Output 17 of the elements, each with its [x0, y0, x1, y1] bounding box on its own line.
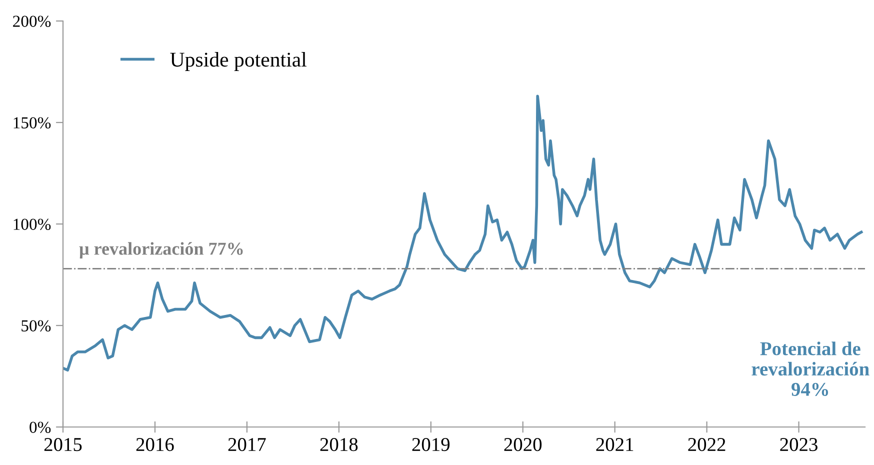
y-tick-label: 150%: [14, 117, 51, 128]
x-tick-label: 2015: [44, 438, 82, 452]
y-tick-label: 100%: [14, 218, 51, 230]
y-tick-label: 200%: [13, 16, 51, 27]
x-tick-label: 2021: [596, 438, 634, 452]
x-tick-label: 2018: [320, 438, 358, 452]
x-tick-label: 2019: [412, 438, 450, 452]
x-tick-label: 2020: [504, 438, 542, 452]
legend-label: Upside potential: [170, 52, 306, 71]
x-tick-label: 2023: [780, 438, 818, 452]
y-tick-label: 50%: [22, 320, 51, 332]
annotation: Potencial de revalorización 94%: [752, 342, 870, 396]
x-tick-label: 2017: [228, 438, 266, 452]
x-tick-label: 2022: [688, 438, 726, 452]
x-tick-label: 2016: [136, 438, 174, 452]
y-tick-label: 0%: [30, 422, 51, 433]
ref-line-label: μ revalorización 77%: [79, 242, 243, 259]
